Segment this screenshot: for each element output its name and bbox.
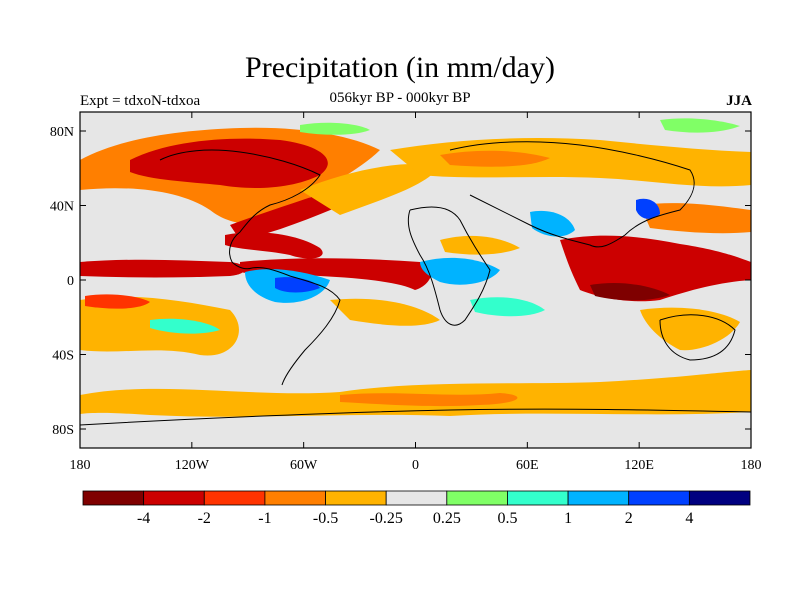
experiment-label: Expt = tdxoN-tdxoa: [80, 93, 201, 109]
colorbar-label: 1: [564, 510, 572, 527]
colorbar-swatch: [82, 490, 145, 506]
colorbar-swatch: [446, 490, 508, 506]
anomaly-africa-orange: [440, 235, 520, 255]
lat-tick-label: 0: [67, 274, 74, 289]
coastlines: [80, 141, 751, 426]
anomaly-africa-blue: [420, 257, 500, 285]
lon-tick-label: 60W: [290, 458, 318, 473]
anomaly-amazon-darkblue: [275, 277, 320, 293]
anomaly-siberia-green: [660, 118, 740, 133]
latitude-axis: 80N 40N 0 40S 80S: [50, 125, 751, 438]
colorbar-label: -0.25: [370, 510, 403, 527]
colorbar-swatch: [385, 490, 448, 506]
anomaly-southern-africa-green: [470, 297, 545, 317]
lat-tick-label: 40S: [52, 349, 74, 364]
anomaly-caribbean-red: [225, 232, 323, 259]
lon-tick-label: 180: [741, 458, 762, 473]
colorbar-label: -4: [137, 510, 150, 527]
map-title: Precipitation (in mm/day): [245, 51, 555, 84]
anomaly-north-atlantic-orange: [300, 163, 440, 215]
anomaly-pacific-green: [150, 318, 220, 334]
precipitation-field: [80, 112, 751, 448]
colorbar-swatch: [203, 490, 266, 506]
anomaly-arctic-green: [300, 122, 370, 135]
anomaly-south-atlantic: [330, 298, 440, 326]
map-subtitle: 056kyr BP - 000kyr BP: [329, 90, 471, 106]
colorbar-swatch: [688, 490, 751, 506]
anomaly-north-america-red: [130, 138, 328, 188]
anomaly-eurasia-red: [440, 150, 550, 167]
lon-tick-label: 120E: [624, 458, 654, 473]
season-label: JJA: [726, 93, 752, 109]
lon-tick-label: 0: [412, 458, 419, 473]
anomaly-eurasia-orange: [390, 138, 751, 187]
anomaly-tropical-atlantic-red: [240, 258, 432, 290]
lon-tick-label: 60E: [516, 458, 539, 473]
lat-tick-label: 80S: [52, 423, 74, 438]
colorbar-swatch: [264, 490, 326, 506]
colorbar-label: 0.25: [433, 510, 461, 527]
colorbar: -4 -2 -1 -0.5 -0.25 0.25 0.5 1 2 4: [82, 490, 751, 527]
colorbar-swatch: [628, 490, 690, 506]
anomaly-north-pacific: [640, 203, 751, 234]
anomaly-south-pacific-red: [85, 294, 150, 309]
colorbar-label: 2: [625, 510, 633, 527]
colorbar-swatch: [567, 490, 630, 506]
colorbar-label: -0.5: [313, 510, 338, 527]
colorbar-swatch: [507, 490, 569, 506]
lat-tick-label: 80N: [50, 125, 74, 140]
anomaly-east-asia-blue: [636, 198, 660, 219]
anomaly-maritime-dark: [590, 283, 670, 301]
colorbar-swatch: [143, 490, 205, 506]
colorbar-swatch: [325, 490, 387, 506]
anomaly-tropical-pacific-red: [80, 259, 245, 278]
lon-tick-label: 120W: [175, 458, 210, 473]
lat-tick-label: 40N: [50, 200, 74, 215]
longitude-axis: 180 120W 60W 0 60E 120E 180: [70, 112, 762, 473]
colorbar-label: 0.5: [497, 510, 517, 527]
colorbar-label: -1: [258, 510, 271, 527]
anomaly-southern-ocean-strong: [340, 393, 518, 407]
colorbar-label: 4: [685, 510, 693, 527]
lon-tick-label: 180: [70, 458, 91, 473]
colorbar-label: -2: [198, 510, 211, 527]
anomaly-southern-ocean: [80, 370, 751, 417]
